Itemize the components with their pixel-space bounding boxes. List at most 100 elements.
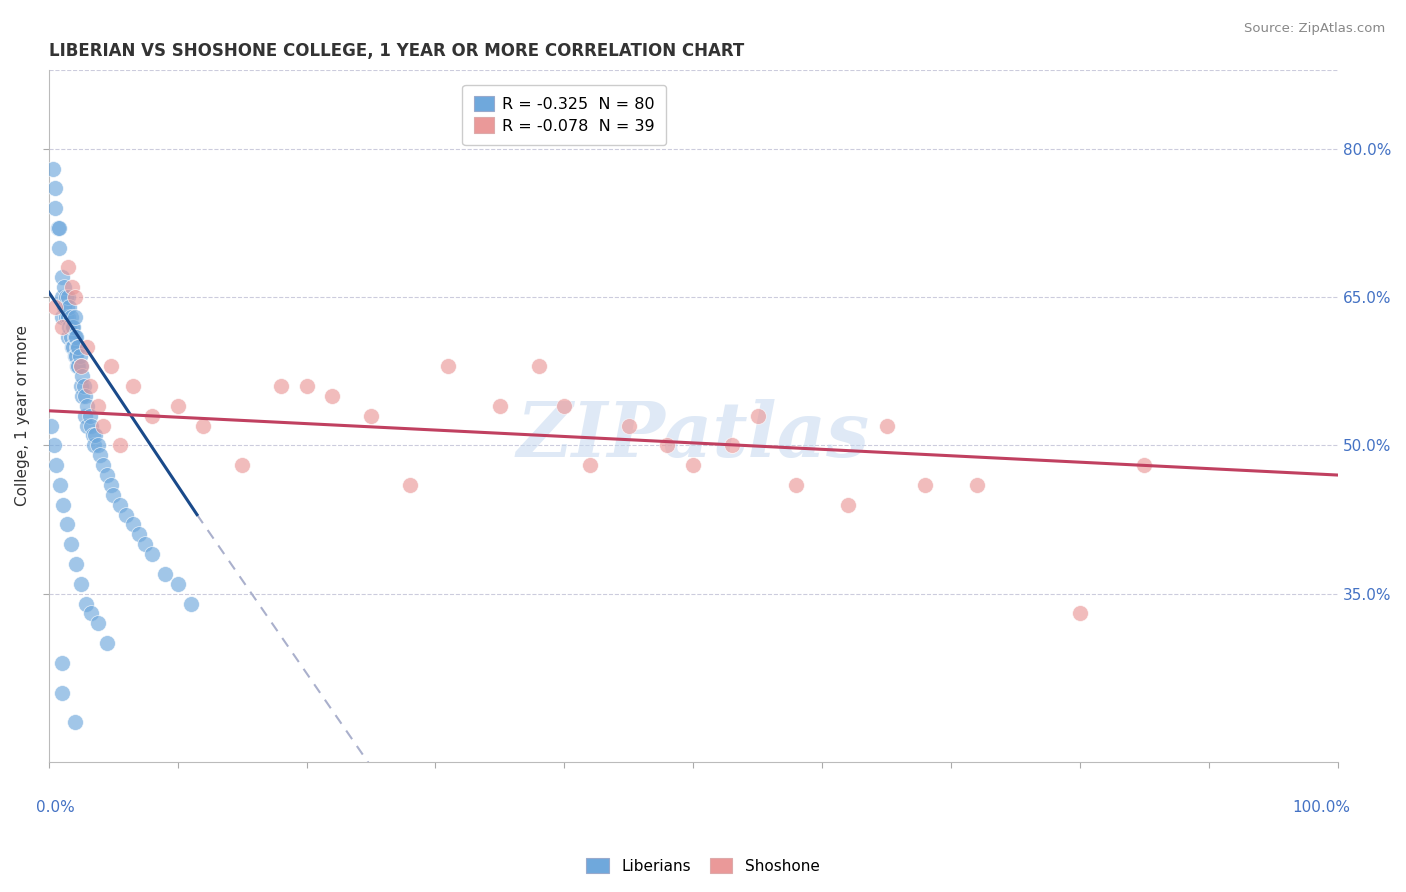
Point <box>91 418 114 433</box>
Point <box>58 319 80 334</box>
Point <box>41 161 63 176</box>
Text: Source: ZipAtlas.com: Source: ZipAtlas.com <box>1244 22 1385 36</box>
Point <box>44 300 66 314</box>
Text: LIBERIAN VS SHOSHONE COLLEGE, 1 YEAR OR MORE CORRELATION CHART: LIBERIAN VS SHOSHONE COLLEGE, 1 YEAR OR … <box>49 42 744 60</box>
Point <box>489 399 512 413</box>
Y-axis label: College, 1 year or more: College, 1 year or more <box>15 326 30 507</box>
Point <box>914 478 936 492</box>
Point <box>63 350 86 364</box>
Point <box>70 576 93 591</box>
Point <box>87 616 110 631</box>
Point <box>51 290 73 304</box>
Point <box>51 319 73 334</box>
Point <box>360 409 382 423</box>
Point <box>60 319 83 334</box>
Point <box>45 458 67 472</box>
Text: 100.0%: 100.0% <box>1292 800 1351 815</box>
Point <box>65 350 87 364</box>
Point <box>180 597 202 611</box>
Point <box>72 369 94 384</box>
Point <box>59 310 82 324</box>
Point <box>115 508 138 522</box>
Point <box>44 181 66 195</box>
Point <box>59 537 82 551</box>
Point <box>166 399 188 413</box>
Point <box>84 428 107 442</box>
Point <box>62 339 84 353</box>
Point <box>721 438 744 452</box>
Point <box>82 428 104 442</box>
Point <box>100 478 122 492</box>
Point <box>60 280 83 294</box>
Point <box>398 478 420 492</box>
Point <box>55 310 77 324</box>
Point <box>49 478 72 492</box>
Point <box>67 359 90 374</box>
Point <box>80 607 103 621</box>
Point <box>76 418 98 433</box>
Point <box>58 300 80 314</box>
Point <box>51 685 73 699</box>
Point <box>747 409 769 423</box>
Point <box>1069 607 1091 621</box>
Point <box>69 350 91 364</box>
Point <box>66 339 89 353</box>
Point <box>1133 458 1156 472</box>
Point <box>80 418 103 433</box>
Point <box>527 359 550 374</box>
Point <box>72 389 94 403</box>
Point <box>44 201 66 215</box>
Point <box>63 310 86 324</box>
Point <box>966 478 988 492</box>
Point <box>56 300 79 314</box>
Point <box>295 379 318 393</box>
Point <box>48 241 70 255</box>
Point <box>121 517 143 532</box>
Point <box>193 418 215 433</box>
Point <box>437 359 460 374</box>
Point <box>51 310 73 324</box>
Point <box>321 389 343 403</box>
Point <box>87 438 110 452</box>
Point <box>55 290 77 304</box>
Point <box>63 290 86 304</box>
Point <box>682 458 704 472</box>
Point <box>141 547 163 561</box>
Point <box>46 220 69 235</box>
Point <box>141 409 163 423</box>
Point <box>67 339 90 353</box>
Point <box>87 399 110 413</box>
Point <box>96 636 118 650</box>
Point <box>70 359 93 374</box>
Point <box>876 418 898 433</box>
Point <box>56 517 79 532</box>
Point <box>76 339 98 353</box>
Point <box>56 310 79 324</box>
Point <box>72 379 94 393</box>
Point <box>51 270 73 285</box>
Point <box>96 468 118 483</box>
Point <box>108 438 131 452</box>
Point <box>76 399 98 413</box>
Point <box>48 220 70 235</box>
Point <box>121 379 143 393</box>
Point <box>56 290 79 304</box>
Point <box>231 458 253 472</box>
Point <box>63 715 86 730</box>
Point <box>617 418 640 433</box>
Point <box>89 448 111 462</box>
Point <box>79 409 101 423</box>
Point <box>153 566 176 581</box>
Text: 0.0%: 0.0% <box>37 800 75 815</box>
Text: ZIPatlas: ZIPatlas <box>516 400 870 474</box>
Point <box>100 359 122 374</box>
Point <box>51 656 73 670</box>
Point <box>103 488 125 502</box>
Point <box>91 458 114 472</box>
Point <box>83 438 105 452</box>
Point <box>75 597 97 611</box>
Point <box>66 359 89 374</box>
Legend: Liberians, Shoshone: Liberians, Shoshone <box>581 852 825 880</box>
Point <box>59 329 82 343</box>
Point <box>579 458 602 472</box>
